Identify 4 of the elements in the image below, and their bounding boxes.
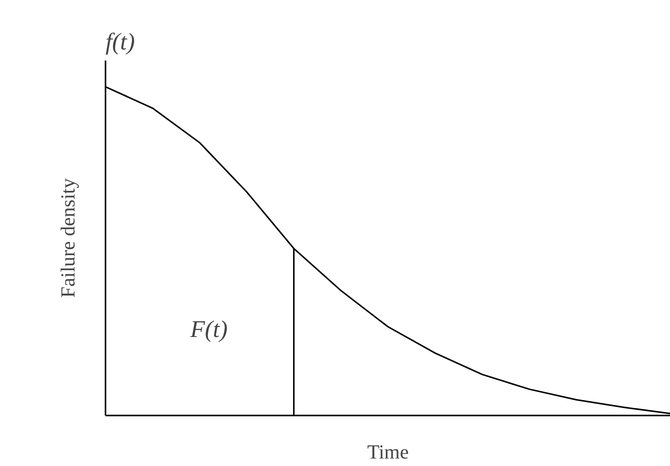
chart-title: f(t): [106, 30, 135, 56]
x-axis-title: Time: [367, 442, 409, 464]
annotation: F(t): [189, 317, 228, 344]
y-axis-title: Failure density: [58, 178, 80, 298]
